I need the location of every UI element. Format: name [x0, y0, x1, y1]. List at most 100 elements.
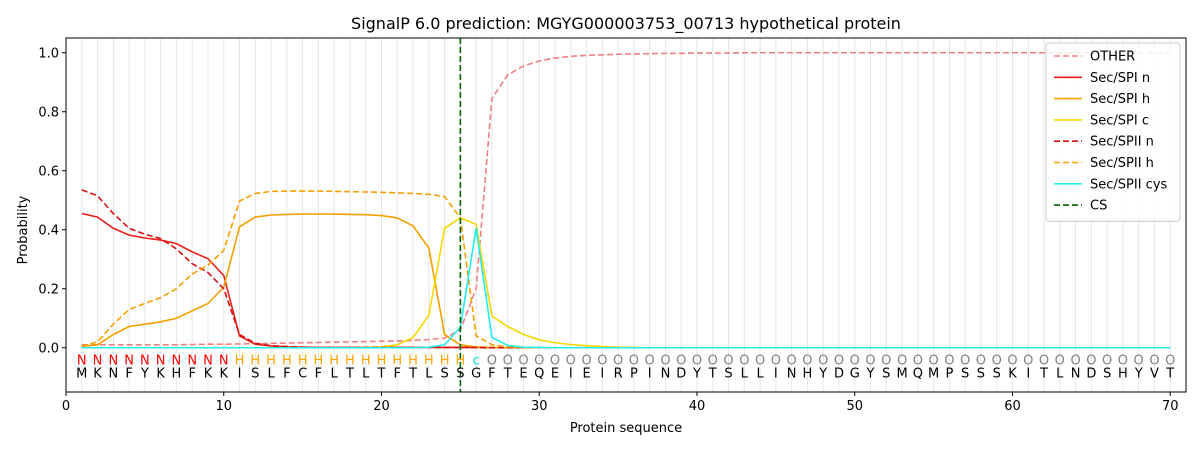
sequence-letter: I	[648, 366, 652, 381]
region-label: O	[487, 354, 497, 369]
sequence-letter: M	[76, 366, 87, 381]
region-label: c	[473, 354, 480, 369]
region-label: O	[629, 354, 639, 369]
sequence-letter: S	[440, 366, 448, 381]
sequence-letter: S	[724, 366, 732, 381]
region-label: H	[314, 354, 324, 369]
series-line-sec-spi-n	[81, 212, 1171, 349]
x-axis-label: Protein sequence	[570, 421, 682, 436]
region-label: O	[1055, 354, 1065, 369]
legend-label: Sec/SPII cys	[1090, 177, 1168, 192]
region-label: H	[282, 354, 292, 369]
region-label: O	[1134, 354, 1144, 369]
sequence-letter: E	[551, 366, 559, 381]
sequence-letter: Q	[913, 366, 923, 381]
x-tick-label: 60	[1004, 399, 1021, 414]
region-label: O	[913, 354, 923, 369]
region-label: O	[960, 354, 970, 369]
region-label: O	[992, 354, 1002, 369]
sequence-letter: T	[1039, 366, 1048, 381]
region-label: N	[77, 354, 87, 369]
x-tick-label: 0	[62, 399, 70, 414]
sequence-letter: I	[569, 366, 573, 381]
region-label: H	[440, 354, 450, 369]
region-label: O	[1165, 354, 1175, 369]
sequence-letter: L	[1056, 366, 1064, 381]
sequence-letter: S	[961, 366, 969, 381]
region-label: O	[928, 354, 938, 369]
region-label: N	[172, 354, 182, 369]
region-label: O	[1102, 354, 1112, 369]
sequence-letter: H	[803, 366, 813, 381]
x-tick-label: 40	[689, 399, 706, 414]
sequence-letter: L	[331, 366, 339, 381]
sequence-letter: H	[172, 366, 182, 381]
sequence-letter: Y	[866, 366, 875, 381]
sequence-letter: C	[298, 366, 307, 381]
sequence-letter: K	[204, 366, 213, 381]
sequence-letter: Y	[692, 366, 701, 381]
sequence-letter: F	[315, 366, 322, 381]
region-label: O	[1039, 354, 1049, 369]
sequence-letter: N	[108, 366, 118, 381]
series-line-other	[81, 51, 1171, 346]
region-label: N	[108, 354, 118, 369]
region-label: O	[771, 354, 781, 369]
x-tick-label: 70	[1162, 399, 1179, 414]
region-label: O	[755, 354, 765, 369]
region-label: O	[550, 354, 560, 369]
region-label: N	[124, 354, 134, 369]
chart-title: SignalP 6.0 prediction: MGYG000003753_00…	[351, 14, 901, 34]
region-label: N	[219, 354, 229, 369]
region-label: O	[1023, 354, 1033, 369]
sequence-letter: S	[993, 366, 1001, 381]
region-label: H	[235, 354, 245, 369]
sequence-letter: K	[1008, 366, 1017, 381]
sequence-letter: K	[156, 366, 165, 381]
region-label: O	[897, 354, 907, 369]
legend-label: Sec/SPII n	[1090, 135, 1154, 150]
sequence-letter: L	[756, 366, 764, 381]
region-label: N	[156, 354, 166, 369]
region-label: O	[660, 354, 670, 369]
region-label: O	[676, 354, 686, 369]
sequence-letter: R	[614, 366, 623, 381]
region-label: O	[802, 354, 812, 369]
region-label: H	[392, 354, 402, 369]
region-label: O	[566, 354, 576, 369]
sequence-letter: T	[503, 366, 512, 381]
x-tick-label: 30	[531, 399, 548, 414]
region-label: N	[203, 354, 213, 369]
region-label: N	[187, 354, 197, 369]
series-line-sec-spii-h	[81, 190, 1171, 349]
region-label: N	[140, 354, 150, 369]
y-tick-label: 0.2	[38, 282, 59, 297]
sequence-letter: S	[977, 366, 985, 381]
sequence-letter: P	[630, 366, 638, 381]
legend-box	[1045, 42, 1181, 222]
region-label: O	[597, 354, 607, 369]
y-axis-label: Probability	[16, 195, 31, 264]
region-label: O	[1070, 354, 1080, 369]
sequence-letter: F	[188, 366, 195, 381]
y-tick-label: 0.0	[38, 341, 59, 356]
sequence-letter: Y	[818, 366, 827, 381]
y-tick-label: 0.8	[38, 105, 59, 120]
region-label: O	[613, 354, 623, 369]
sequence-letter: T	[1165, 366, 1174, 381]
sequence-letter: D	[1086, 366, 1096, 381]
region-label: H	[250, 354, 260, 369]
sequence-letter: D	[834, 366, 844, 381]
region-label: O	[881, 354, 891, 369]
region-label: O	[581, 354, 591, 369]
region-label: O	[1149, 354, 1159, 369]
region-label: O	[1007, 354, 1017, 369]
region-label: O	[723, 354, 733, 369]
sequence-letter: G	[471, 366, 481, 381]
region-label: H	[455, 354, 465, 369]
y-tick-label: 1.0	[38, 46, 59, 61]
sequence-letter: T	[408, 366, 417, 381]
sequence-letter: H	[1118, 366, 1128, 381]
sequence-letter: K	[93, 366, 102, 381]
